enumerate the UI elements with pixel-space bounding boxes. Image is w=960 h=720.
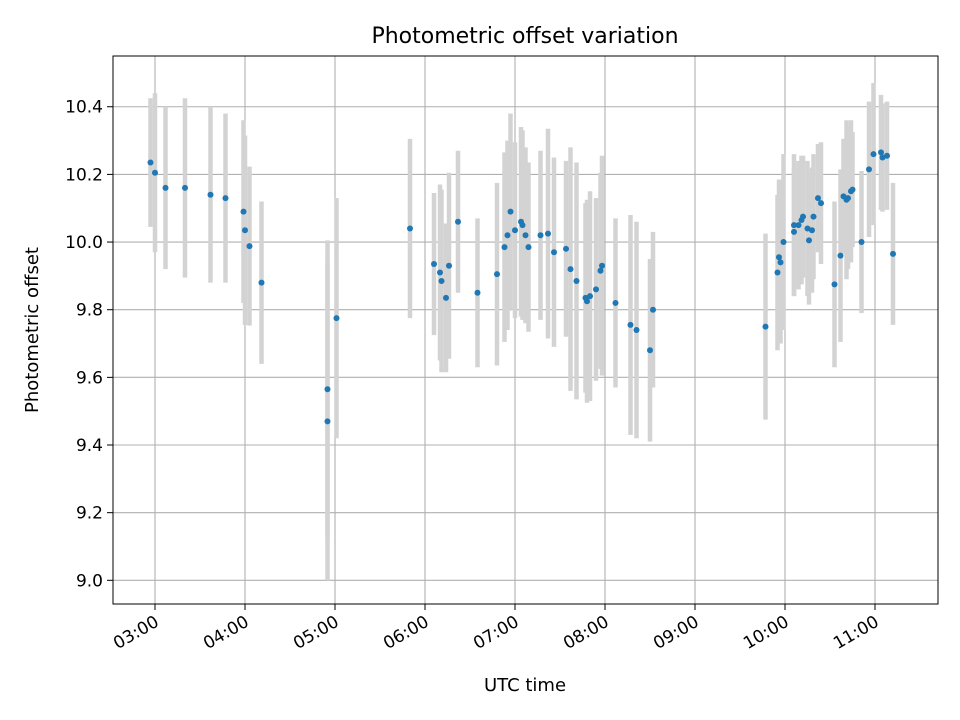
data-point	[878, 149, 884, 156]
data-point	[791, 222, 797, 229]
data-point	[633, 327, 640, 333]
data-point	[240, 208, 247, 215]
data-point	[890, 250, 896, 257]
data-point	[845, 195, 851, 202]
data-point	[818, 200, 824, 207]
data-point	[512, 227, 518, 234]
data-point	[162, 184, 169, 191]
y-axis-ticks: 9.0 9.2 9.4 9.6 9.8 10.0 10.2 10.4	[65, 98, 113, 591]
data-point	[525, 244, 532, 251]
data-point	[455, 218, 461, 225]
data-point	[258, 279, 265, 286]
data-point	[431, 261, 437, 268]
data-point	[519, 222, 526, 229]
data-point	[551, 249, 557, 256]
data-point	[593, 286, 599, 293]
data-point	[437, 269, 443, 276]
data-point	[837, 252, 844, 259]
data-point	[791, 228, 797, 235]
data-points	[147, 149, 896, 425]
data-point	[884, 152, 890, 159]
data-point	[804, 225, 811, 232]
data-point	[438, 277, 445, 284]
data-point	[870, 151, 877, 158]
y-tick-label: 9.0	[76, 571, 103, 591]
data-point	[587, 293, 593, 300]
data-point	[222, 195, 229, 202]
data-point	[597, 267, 604, 274]
data-point	[501, 244, 508, 251]
data-point	[407, 225, 413, 232]
data-point	[858, 239, 865, 246]
data-point	[324, 418, 331, 425]
data-point	[879, 154, 886, 161]
data-point	[584, 298, 590, 305]
data-point	[777, 259, 784, 266]
data-point	[563, 245, 569, 252]
data-point	[866, 166, 872, 173]
data-point	[776, 254, 782, 261]
data-point	[504, 232, 511, 239]
data-point	[207, 191, 214, 198]
data-point	[246, 243, 253, 250]
data-point	[567, 266, 574, 273]
data-point	[650, 306, 656, 313]
data-point	[147, 159, 154, 166]
data-point	[815, 195, 821, 202]
plot-frame	[112, 55, 939, 605]
data-point	[795, 222, 802, 229]
data-point	[545, 230, 551, 237]
data-point	[809, 227, 815, 234]
data-point	[849, 186, 856, 193]
data-point	[599, 262, 605, 269]
y-tick-label: 10.2	[65, 165, 103, 185]
data-point	[494, 271, 500, 278]
data-point	[324, 386, 331, 393]
data-point	[182, 184, 188, 191]
y-axis-label: Photometric offset	[22, 247, 43, 413]
data-point	[627, 321, 634, 328]
y-tick-label: 9.6	[76, 368, 103, 388]
data-point	[522, 232, 529, 239]
data-point	[806, 237, 812, 244]
data-point	[762, 323, 769, 330]
data-point	[242, 227, 248, 234]
data-point	[647, 347, 653, 354]
data-point	[443, 294, 449, 301]
data-point	[810, 213, 817, 220]
chart-title: Photometric offset variation	[371, 24, 678, 49]
data-point	[333, 315, 340, 322]
y-tick-label: 9.4	[76, 436, 103, 456]
y-tick-label: 9.8	[76, 301, 103, 321]
data-point	[446, 262, 452, 269]
data-point	[780, 239, 787, 246]
x-axis-label: UTC time	[484, 675, 566, 696]
data-point	[474, 289, 481, 296]
y-tick-label: 10.0	[65, 233, 103, 253]
data-point	[831, 281, 838, 288]
y-tick-label: 10.4	[65, 98, 103, 118]
y-tick-label: 9.2	[76, 504, 103, 524]
data-point	[537, 232, 544, 239]
data-point	[800, 213, 806, 220]
data-point	[774, 269, 781, 276]
data-point	[507, 208, 514, 215]
data-point	[152, 169, 158, 176]
data-point	[612, 299, 619, 306]
data-point	[573, 277, 580, 284]
